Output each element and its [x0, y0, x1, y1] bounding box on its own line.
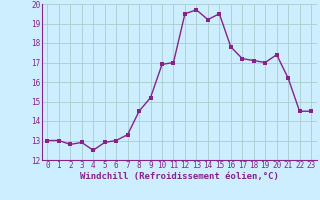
X-axis label: Windchill (Refroidissement éolien,°C): Windchill (Refroidissement éolien,°C) [80, 172, 279, 181]
